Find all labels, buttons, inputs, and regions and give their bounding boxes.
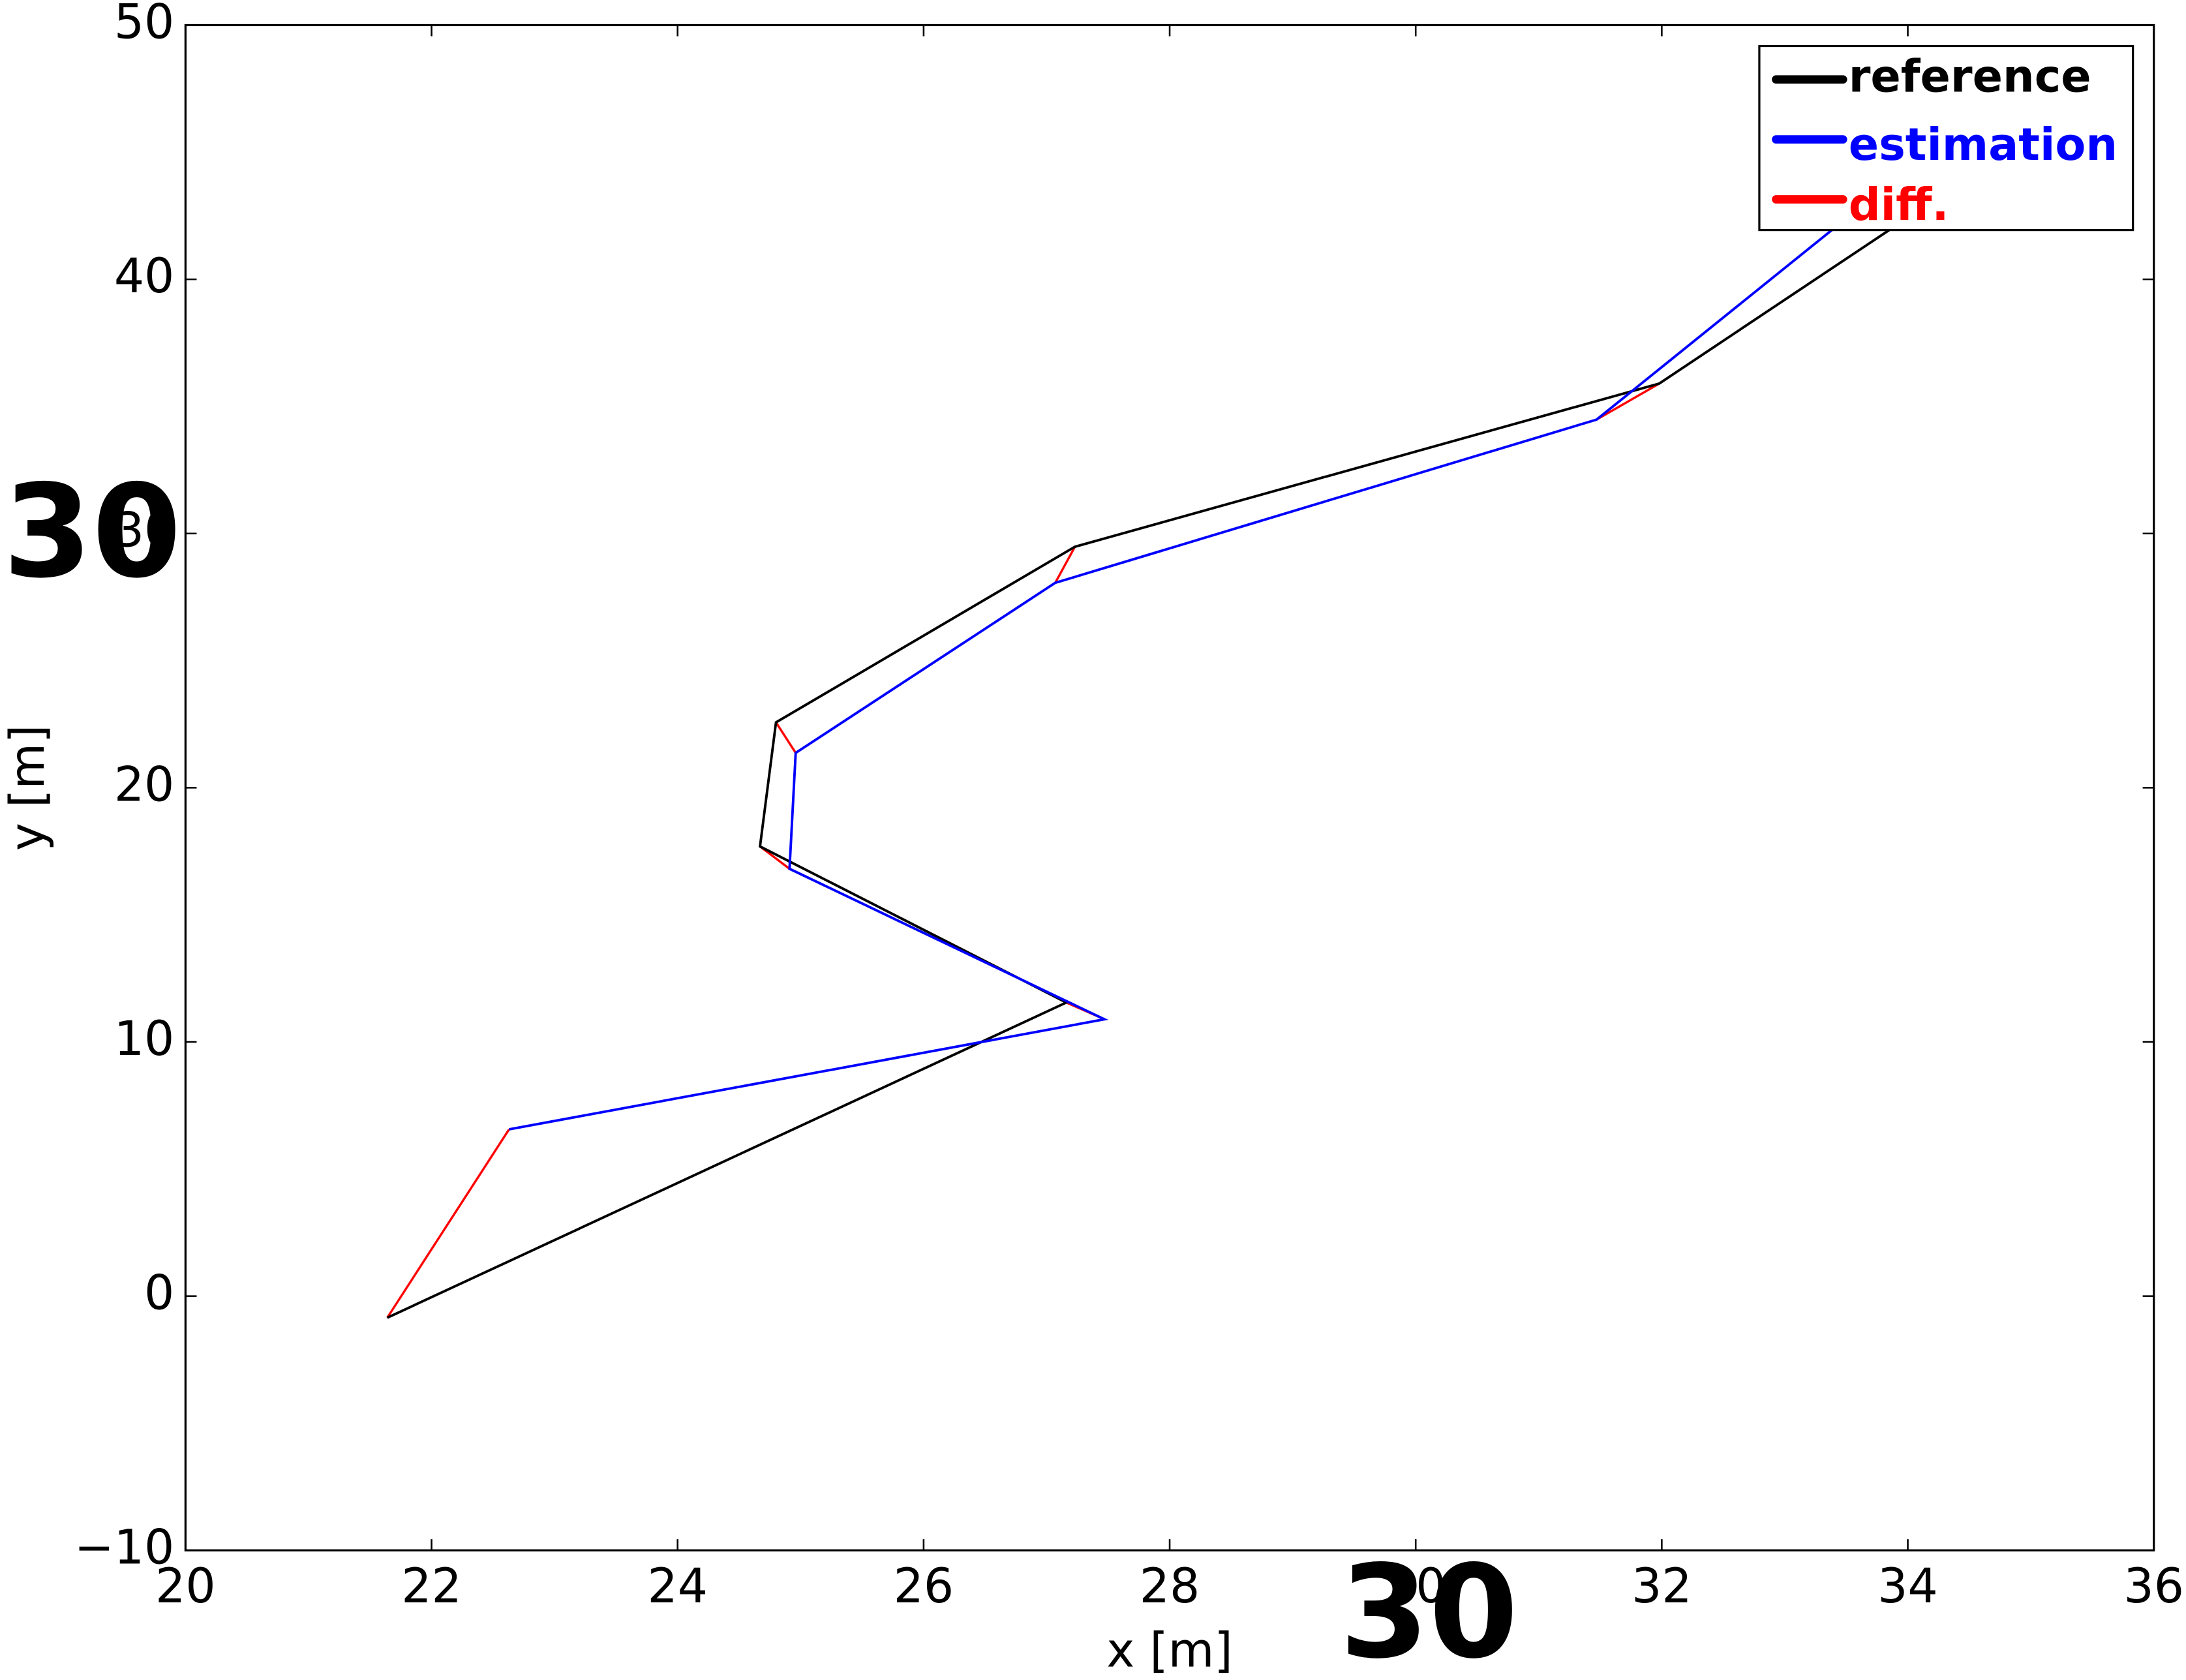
y-tick-label: 20 (114, 757, 174, 812)
legend-label: diff. (1849, 179, 1949, 231)
y-tick-label: 40 (114, 249, 174, 304)
diff-segment (386, 1129, 510, 1319)
annotation: 30 (3, 458, 181, 607)
y-tick-label: 0 (144, 1266, 174, 1321)
x-tick-label: 22 (401, 1559, 461, 1614)
annotation: 30 (1340, 1538, 1519, 1680)
x-tick-label: 28 (1140, 1559, 1200, 1614)
x-tick-label: 36 (2123, 1559, 2183, 1614)
plot-frame (184, 23, 2155, 1551)
y-axis-label: y [m] (1, 725, 55, 851)
series-line (508, 222, 1842, 1131)
diff-segment (775, 722, 797, 754)
x-tick-label: 32 (1632, 1559, 1692, 1614)
series-line (386, 228, 1890, 1319)
y-tick-label: −10 (74, 1520, 174, 1575)
legend-label: reference (1849, 51, 2091, 102)
x-axis-label: x [m] (1106, 1623, 1233, 1678)
y-tick-label: 30 (114, 504, 174, 558)
diff-segment (1054, 546, 1076, 584)
x-tick-label: 20 (155, 1559, 215, 1614)
x-tick-label: 24 (647, 1559, 707, 1614)
legend-label: estimation (1849, 119, 2118, 171)
y-tick-label: 50 (114, 0, 174, 50)
x-tick-label: 34 (1877, 1559, 1937, 1614)
x-tick-label: 26 (894, 1559, 954, 1614)
x-tick-label: 30 (1386, 1559, 1446, 1614)
y-tick-label: 10 (114, 1012, 174, 1067)
diff-segment (1596, 382, 1660, 421)
